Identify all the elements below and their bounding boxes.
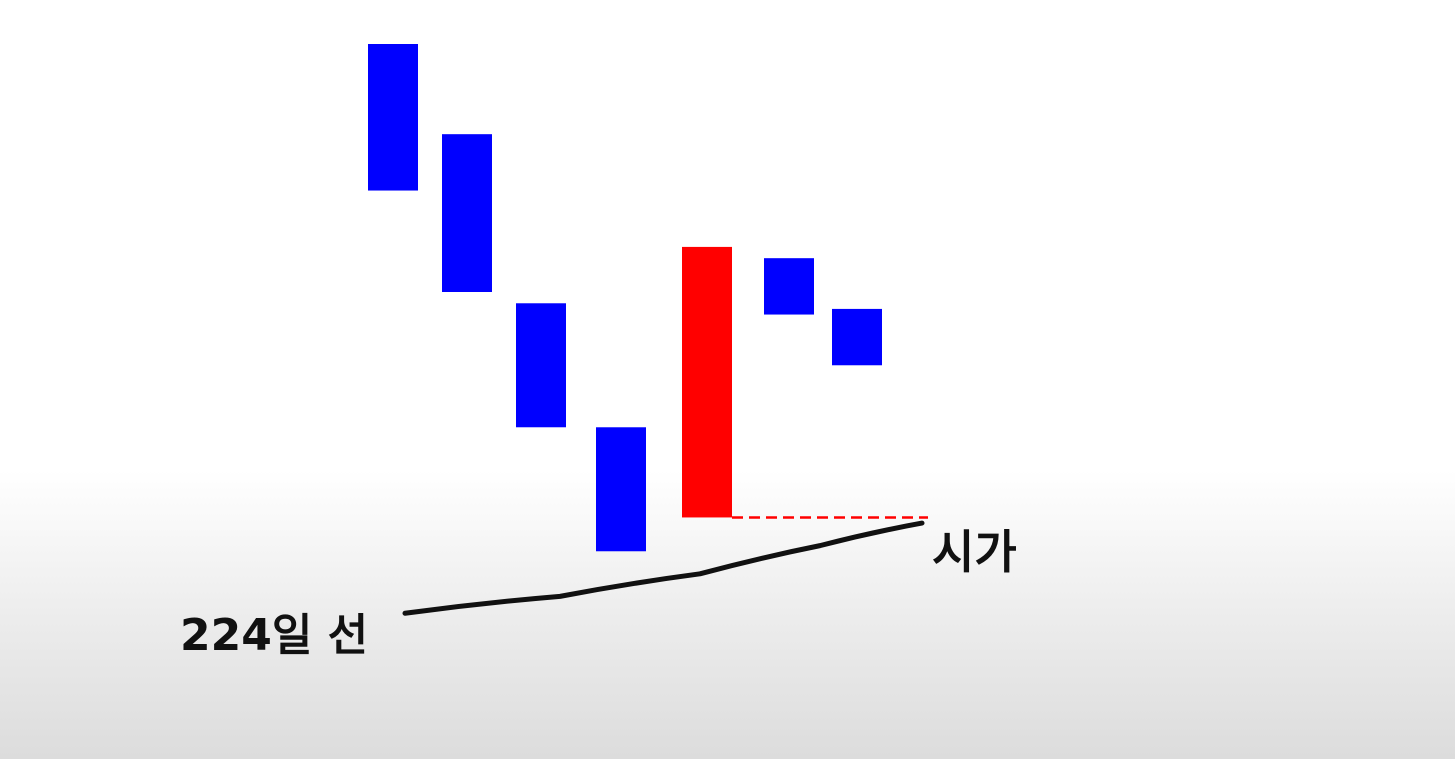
candle-7-bearish	[832, 308, 882, 366]
ma-224-line	[402, 520, 925, 616]
open-price-label: 시가	[932, 525, 1017, 579]
candles-group	[368, 44, 882, 552]
candle-4-bearish	[596, 427, 646, 552]
candle-2-bearish	[442, 134, 492, 292]
candle-6-bearish	[764, 258, 814, 315]
candle-1-bearish	[368, 44, 418, 191]
candle-3-bearish	[516, 303, 566, 428]
candle-5-bullish	[682, 246, 732, 518]
ma-224-label: 224일 선	[180, 610, 368, 661]
